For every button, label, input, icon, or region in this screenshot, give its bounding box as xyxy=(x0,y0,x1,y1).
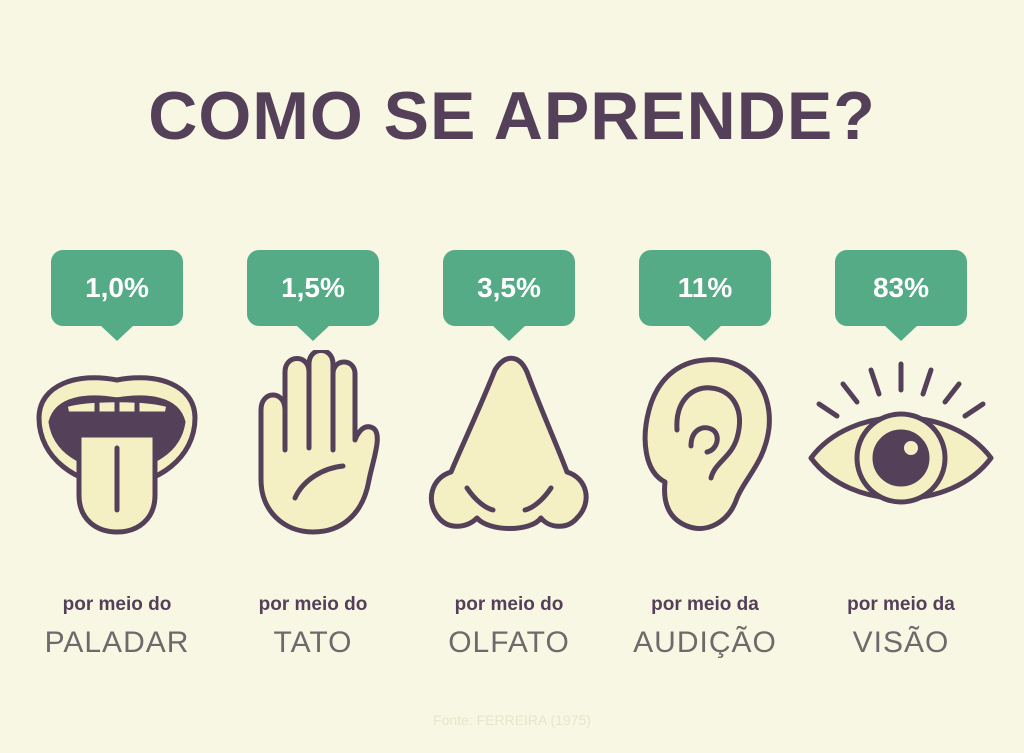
percent-bubble: 11% xyxy=(639,250,771,341)
sense-card-olfato: 3,5% por meio do OLFATO xyxy=(409,250,609,670)
source-note: Fonte: FERREIRA (1975) xyxy=(433,712,591,728)
percent-bubble: 3,5% xyxy=(443,250,575,341)
mouth-icon xyxy=(17,350,217,540)
sense-prefix: por meio da xyxy=(651,594,759,615)
sense-prefix: por meio do xyxy=(62,594,172,615)
sense-name: PALADAR xyxy=(44,626,190,659)
sense-name: AUDIÇÃO xyxy=(633,626,777,659)
nose-icon xyxy=(409,350,609,540)
percent-bubble: 1,5% xyxy=(247,250,379,341)
hand-icon xyxy=(213,350,413,540)
sense-name: TATO xyxy=(273,626,353,659)
eye-icon xyxy=(801,350,1001,540)
sense-card-visao: 83% por meio da VISÃO xyxy=(801,250,1001,670)
sense-name: OLFATO xyxy=(448,626,570,659)
ear-icon xyxy=(605,350,805,540)
sense-name: VISÃO xyxy=(852,626,950,659)
sense-prefix: por meio do xyxy=(454,594,564,615)
percent-bubble: 1,0% xyxy=(51,250,183,341)
percent-bubble: 83% xyxy=(835,250,967,341)
sense-card-audicao: 11% por meio da AUDIÇÃO xyxy=(605,250,805,670)
sense-prefix: por meio da xyxy=(847,594,955,615)
sense-card-tato: 1,5% por meio do TATO xyxy=(213,250,413,670)
sense-card-paladar: 1,0% por meio do PALADAR xyxy=(17,250,217,670)
sense-prefix: por meio do xyxy=(258,594,368,615)
page-title: COMO SE APRENDE? xyxy=(148,78,876,154)
